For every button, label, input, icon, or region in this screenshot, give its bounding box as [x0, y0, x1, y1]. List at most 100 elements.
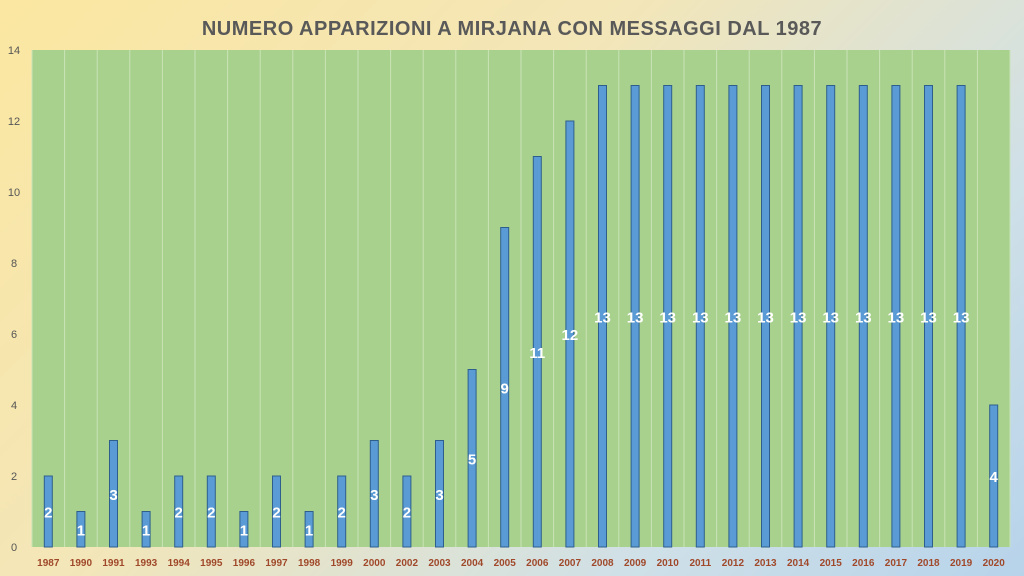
bar — [858, 85, 868, 548]
x-tick-label: 2005 — [494, 558, 517, 569]
data-label: 2 — [175, 505, 183, 522]
x-tick-label: 2010 — [657, 558, 680, 569]
bar — [728, 85, 738, 548]
x-tick-label: 2007 — [559, 558, 582, 569]
chart-title: NUMERO APPARIZIONI A MIRJANA CON MESSAGG… — [201, 18, 823, 40]
bar — [239, 511, 249, 548]
data-label: 13 — [855, 309, 872, 326]
x-tick-label: 1999 — [331, 558, 354, 569]
x-tick-label: 2018 — [917, 558, 940, 569]
bar — [369, 440, 379, 548]
x-tick-label: 2020 — [983, 558, 1006, 569]
bar — [435, 440, 444, 548]
data-label: 2 — [207, 505, 215, 522]
x-tick-label: 1987 — [37, 558, 60, 569]
y-tick-label: 8 — [11, 258, 17, 270]
y-axis-ticks: 0 2 4 6 8 10 12 14 — [8, 45, 20, 554]
bar — [109, 440, 118, 548]
data-label: 1 — [240, 522, 248, 539]
x-tick-label: 2004 — [461, 558, 484, 569]
x-axis-ticks: 1987 1990 1991 1993 1994 1995 1996 1997 1998 1999… — [37, 558, 1005, 569]
x-tick-label: 1990 — [70, 558, 93, 569]
bar — [206, 475, 216, 548]
bar — [141, 511, 151, 548]
y-tick-label: 0 — [11, 542, 17, 554]
bar — [826, 85, 836, 548]
x-tick-label: 2011 — [689, 558, 711, 569]
bar — [272, 475, 281, 548]
bar — [989, 404, 999, 548]
x-tick-label: 2014 — [787, 558, 810, 569]
bar — [174, 475, 184, 548]
y-tick-label: 6 — [11, 329, 17, 341]
bar — [891, 85, 901, 548]
data-label: 11 — [529, 345, 545, 362]
bar — [630, 85, 640, 548]
bars — [43, 85, 999, 548]
data-label: 13 — [920, 309, 937, 326]
data-label: 13 — [659, 309, 676, 326]
bar — [793, 85, 803, 548]
bar — [500, 227, 510, 548]
x-tick-label: 2017 — [885, 558, 908, 569]
x-tick-label: 1995 — [200, 558, 223, 569]
x-tick-label: 1994 — [168, 558, 191, 569]
x-tick-label: 1997 — [265, 558, 288, 569]
bar — [956, 85, 966, 548]
x-tick-label: 1993 — [135, 558, 158, 569]
x-tick-label: 2012 — [722, 558, 745, 569]
x-tick-label: 2019 — [950, 558, 973, 569]
data-label: 1 — [305, 522, 313, 539]
x-tick-label: 2003 — [428, 558, 451, 569]
bar — [467, 369, 477, 548]
x-tick-label: 2006 — [526, 558, 549, 569]
data-label: 2 — [44, 505, 52, 522]
x-tick-label: 2008 — [591, 558, 614, 569]
data-label: 1 — [142, 522, 150, 539]
y-tick-label: 14 — [8, 45, 20, 57]
x-tick-label: 2002 — [396, 558, 419, 569]
bar — [598, 85, 607, 548]
x-tick-label: 1991 — [102, 558, 125, 569]
data-label: 13 — [692, 309, 709, 326]
x-tick-label: 2016 — [852, 558, 875, 569]
x-tick-label: 2015 — [820, 558, 843, 569]
y-tick-label: 10 — [8, 187, 20, 199]
x-tick-label: 1996 — [233, 558, 256, 569]
bar — [761, 85, 770, 548]
data-label: 13 — [594, 309, 611, 326]
y-tick-label: 12 — [8, 116, 20, 128]
data-label: 3 — [370, 487, 378, 504]
data-label: 2 — [338, 505, 346, 522]
data-label: 13 — [822, 309, 839, 326]
bar — [565, 120, 575, 548]
data-label: 13 — [888, 309, 905, 326]
x-tick-label: 1998 — [298, 558, 321, 569]
x-tick-label: 2000 — [363, 558, 386, 569]
data-label: 5 — [468, 451, 476, 468]
bar — [695, 85, 705, 548]
data-label: 13 — [757, 309, 774, 326]
gridlines — [31, 50, 1011, 547]
bar — [337, 475, 347, 548]
bar — [76, 511, 86, 548]
data-label: 3 — [109, 487, 117, 504]
data-label: 2 — [403, 505, 411, 522]
y-tick-label: 2 — [11, 471, 17, 483]
data-label: 4 — [990, 469, 999, 486]
data-label: 13 — [725, 309, 742, 326]
bar — [402, 475, 412, 548]
data-label: 2 — [272, 505, 280, 522]
data-label: 3 — [435, 487, 443, 504]
data-label: 13 — [953, 309, 970, 326]
data-label: 13 — [627, 309, 644, 326]
data-label: 12 — [562, 327, 579, 344]
data-label: 9 — [501, 380, 509, 397]
bar — [663, 85, 673, 548]
x-tick-label: 2013 — [754, 558, 777, 569]
data-label: 13 — [790, 309, 807, 326]
bar — [532, 156, 542, 548]
data-label: 1 — [77, 522, 85, 539]
